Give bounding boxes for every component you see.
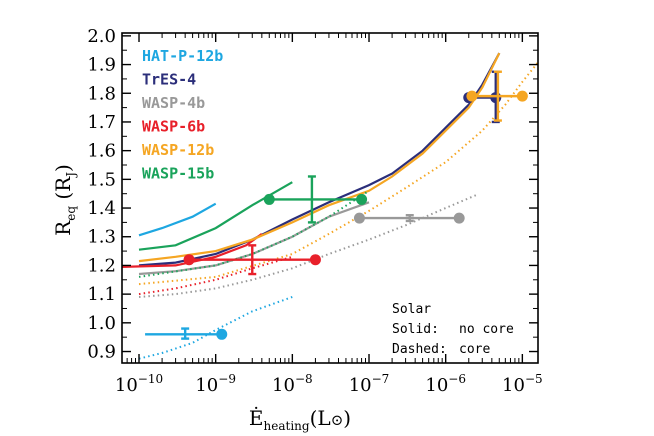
measurement-wasp-15b — [263, 175, 368, 224]
core-curve-wasp-6b — [138, 255, 293, 296]
point-low-wasp-12b — [466, 90, 478, 102]
annotation-solid-key: Solid: — [392, 322, 439, 337]
point-high-wasp-4b — [453, 212, 465, 224]
y-tick-label: 0.9 — [87, 342, 116, 363]
point-high-wasp-12b — [516, 90, 528, 102]
legend-entry-wasp-15b: WASP-15b — [142, 165, 214, 183]
y-tick-label: 1.6 — [87, 141, 116, 162]
point-high-wasp-6b — [309, 254, 321, 266]
y-tick-label: 2.0 — [87, 26, 116, 47]
measurement-wasp-6b — [183, 244, 321, 276]
y-tick-label: 1.8 — [87, 83, 116, 104]
no-core-curve-wasp-12b — [138, 52, 501, 263]
measurement-wasp-12b — [466, 70, 528, 122]
point-high-wasp-15b — [356, 193, 368, 205]
annotation-box: Solar Solid: no core Dashed: core — [392, 302, 514, 357]
y-tick-label: 1.3 — [87, 227, 116, 248]
axis-tick-labels: 10−10 10−9 10−8 10−7 10−6 10−5 0.9 1.0 1.1 1.2 1.3… — [87, 26, 542, 396]
point-low-wasp-6b — [183, 254, 195, 266]
annotation-solid-value: no core — [459, 322, 514, 337]
legend-entry-wasp-4b: WASP-4b — [142, 94, 205, 112]
core-curve-hat-p-12b — [138, 296, 293, 360]
legend: HAT-P-12b TrES-4 WASP-4b WASP-6b WASP-12b WAS… — [142, 47, 223, 183]
y-tick-label: 1.5 — [87, 169, 116, 190]
no-core-curve-wasp-6b — [122, 233, 263, 268]
no-core-curve-hat-p-12b — [138, 202, 217, 237]
plot-measurements — [145, 70, 528, 340]
y-axis-label: Req (RJ) — [51, 164, 78, 236]
point-high-tres-4 — [490, 92, 502, 104]
no-core-curve-wasp-15b — [138, 181, 293, 251]
y-tick-label: 1.9 — [87, 55, 116, 76]
legend-entry-wasp-12b: WASP-12b — [142, 141, 214, 159]
x-tick-label: 10−8 — [272, 372, 313, 396]
measurement-hat-p-12b — [145, 327, 228, 340]
point-low-wasp-4b — [353, 212, 365, 224]
legend-entry-wasp-6b: WASP-6b — [142, 118, 205, 136]
x-tick-label: 10−9 — [195, 372, 236, 396]
y-tick-label: 1.1 — [87, 284, 116, 305]
point-hat-p-12b — [216, 328, 228, 340]
x-tick-label: 10−6 — [425, 372, 466, 396]
x-axis-label: Ėheating(L⊙) — [249, 406, 351, 433]
y-tick-label: 1.4 — [87, 198, 116, 219]
axis-ticks — [121, 33, 538, 363]
x-tick-label: 10−5 — [502, 372, 543, 396]
point-low-wasp-15b — [263, 193, 275, 205]
annotation-dashed-value: core — [459, 342, 490, 357]
core-curve-wasp-15b — [138, 189, 370, 278]
core-curve-wasp-4b — [138, 194, 477, 298]
legend-entry-tres-4: TrES-4 — [142, 71, 196, 89]
no-core-curve-tres-4 — [138, 52, 501, 267]
y-tick-label: 1.0 — [87, 313, 116, 334]
y-tick-label: 1.7 — [87, 112, 116, 133]
legend-entry-hat-p-12b: HAT-P-12b — [142, 47, 223, 65]
annotation-dashed-key: Dashed: — [392, 342, 447, 357]
x-tick-label: 10−10 — [115, 372, 163, 396]
y-tick-label: 1.2 — [87, 255, 116, 276]
measurement-wasp-4b — [353, 212, 465, 224]
annotation-title: Solar — [392, 302, 431, 317]
plot-frame — [121, 32, 539, 364]
x-tick-label: 10−7 — [349, 372, 390, 396]
